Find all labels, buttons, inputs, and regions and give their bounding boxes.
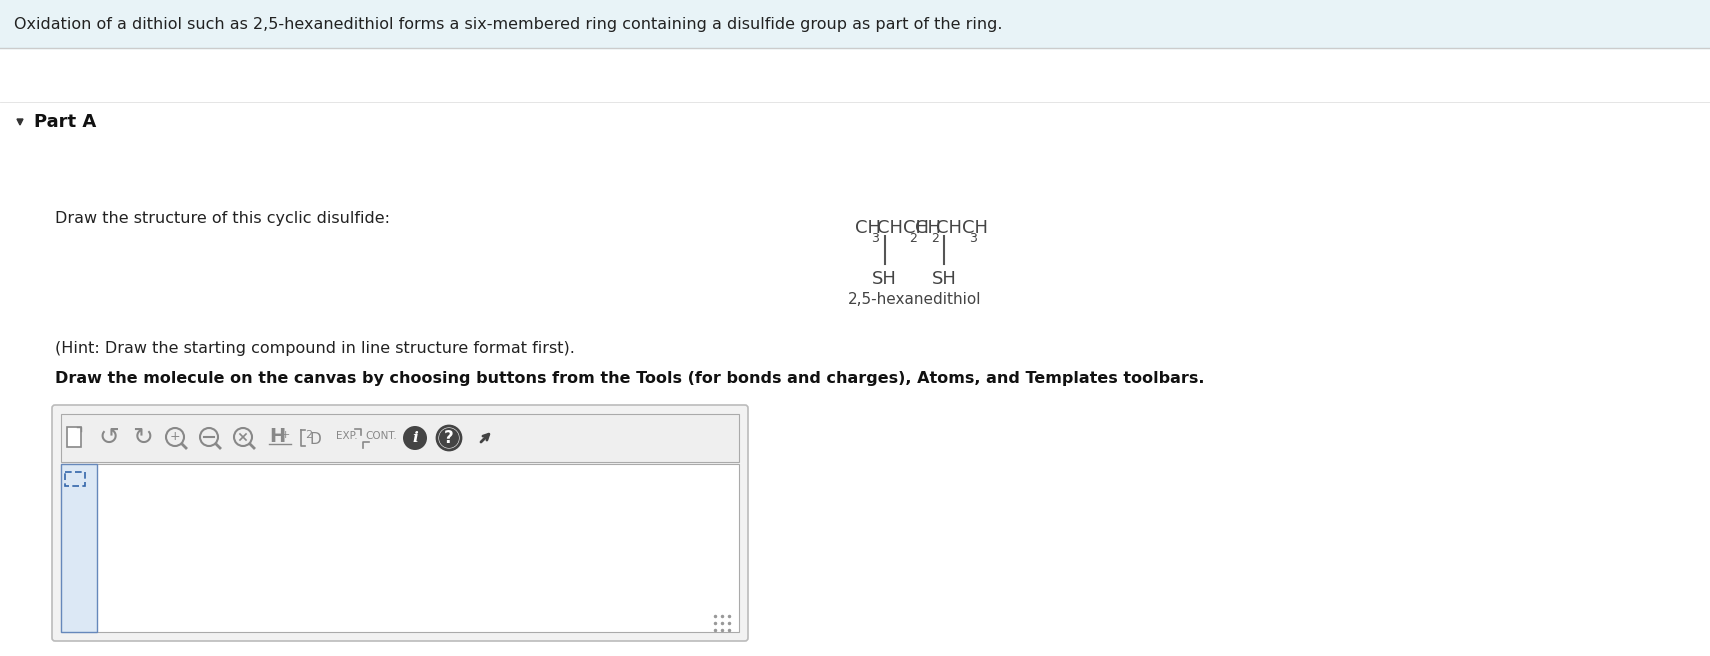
Text: 2: 2 bbox=[910, 232, 917, 245]
Text: 2: 2 bbox=[306, 430, 313, 440]
Text: +: + bbox=[280, 430, 289, 440]
Text: CHCH: CHCH bbox=[935, 219, 988, 237]
Bar bbox=[62, 464, 97, 632]
Text: 3: 3 bbox=[872, 232, 879, 245]
Bar bbox=[67, 427, 80, 447]
Text: CHCH: CHCH bbox=[877, 219, 929, 237]
Text: i: i bbox=[412, 431, 417, 445]
Text: D: D bbox=[310, 432, 321, 447]
Text: ↻: ↻ bbox=[132, 426, 154, 450]
Bar bbox=[62, 464, 739, 632]
Text: +: + bbox=[169, 430, 180, 443]
Text: SH: SH bbox=[872, 270, 898, 288]
Text: EXP.: EXP. bbox=[337, 431, 357, 441]
Text: ↺: ↺ bbox=[99, 426, 120, 450]
Text: CH: CH bbox=[915, 219, 940, 237]
Bar bbox=[62, 414, 739, 462]
Circle shape bbox=[439, 428, 458, 448]
Text: CH: CH bbox=[855, 219, 881, 237]
Text: (Hint: Draw the starting compound in line structure format first).: (Hint: Draw the starting compound in lin… bbox=[55, 340, 575, 356]
Text: H: H bbox=[268, 428, 286, 447]
Text: CONT.: CONT. bbox=[366, 431, 397, 441]
Bar bbox=[0, 0, 1710, 48]
Text: Draw the molecule on the canvas by choosing buttons from the Tools (for bonds an: Draw the molecule on the canvas by choos… bbox=[55, 371, 1204, 386]
Polygon shape bbox=[17, 119, 22, 125]
FancyBboxPatch shape bbox=[51, 405, 747, 641]
Text: ?: ? bbox=[445, 429, 453, 447]
Text: 2,5-hexanedithiol: 2,5-hexanedithiol bbox=[848, 292, 982, 307]
Text: 2: 2 bbox=[930, 232, 939, 245]
Circle shape bbox=[404, 426, 428, 450]
Text: Oxidation of a dithiol such as 2,5-hexanedithiol forms a six-membered ring conta: Oxidation of a dithiol such as 2,5-hexan… bbox=[14, 16, 1002, 31]
Bar bbox=[65, 472, 86, 486]
Text: 3: 3 bbox=[970, 232, 976, 245]
Text: Part A: Part A bbox=[34, 113, 96, 131]
Text: SH: SH bbox=[932, 270, 958, 288]
Text: Draw the structure of this cyclic disulfide:: Draw the structure of this cyclic disulf… bbox=[55, 211, 390, 226]
